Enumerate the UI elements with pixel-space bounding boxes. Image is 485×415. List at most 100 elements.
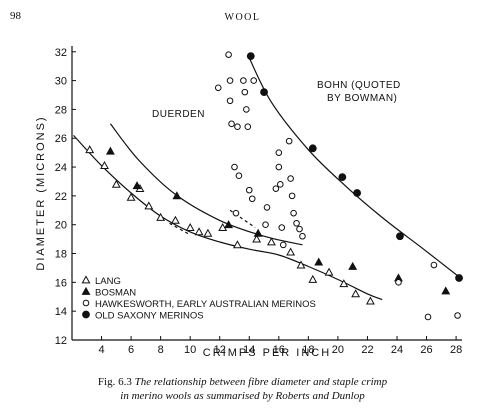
point-series-2 — [454, 312, 461, 319]
curve-label-duerden: DUERDEN — [152, 109, 205, 120]
point-series-2 — [262, 221, 269, 229]
point-series-1 — [105, 146, 115, 155]
point-series-0 — [126, 192, 136, 201]
point-series-1 — [441, 286, 451, 295]
chart: 4 6 8 10 12 14 16 18 20 22 24 26 28 12 14 16 18 20 22 24 26 2… — [35, 46, 463, 359]
caption-line-2: in merino wools as summarised by Roberts… — [120, 390, 365, 402]
y-tick-label: 14 — [55, 306, 67, 318]
point-series-2 — [275, 149, 283, 156]
curve-label-bohn-line2: BY BOWMAN) — [327, 93, 397, 104]
point-series-1 — [224, 220, 234, 229]
x-tick-label: 14 — [243, 344, 255, 356]
curve-0 — [109, 123, 303, 246]
y-axis-title: DIAMETER (MICRONS) — [35, 115, 47, 270]
x-tick-label: 24 — [391, 344, 403, 356]
point-series-2 — [232, 209, 240, 217]
x-tick-label: 16 — [273, 344, 285, 356]
figure-caption: Fig. 6.3 The relationship between fibre … — [0, 375, 485, 403]
point-series-3 — [338, 173, 347, 182]
y-tick-label: 16 — [55, 277, 67, 289]
x-axis-title: CRIMPS PER INCH — [203, 347, 331, 359]
data-points — [85, 51, 463, 321]
point-series-3 — [353, 189, 362, 197]
point-series-0 — [218, 222, 228, 231]
axes — [71, 46, 462, 341]
point-series-2 — [241, 88, 249, 96]
point-series-2 — [245, 186, 253, 194]
x-tick-label: 20 — [332, 344, 344, 356]
point-series-2 — [290, 209, 297, 217]
legend-marker — [81, 286, 91, 295]
x-tick-label: 18 — [302, 344, 314, 356]
point-series-2 — [424, 313, 432, 321]
point-series-0 — [156, 212, 166, 221]
point-series-2 — [296, 225, 303, 233]
x-tick-label: 22 — [361, 344, 373, 356]
y-tick-label: 22 — [55, 191, 67, 203]
point-series-2 — [244, 123, 252, 131]
point-series-2 — [430, 261, 438, 269]
x-tick-label: 28 — [450, 344, 462, 356]
point-series-2 — [263, 204, 271, 211]
point-series-3 — [396, 232, 404, 241]
point-series-2 — [234, 123, 241, 131]
y-tick-label: 24 — [55, 162, 67, 174]
point-series-2 — [214, 84, 222, 92]
x-tick-label: 6 — [128, 344, 134, 356]
legend-marker — [82, 310, 90, 319]
y-tick-label: 30 — [55, 76, 67, 88]
x-tick-label: 8 — [158, 344, 164, 356]
curve-1 — [247, 54, 461, 279]
point-series-2 — [240, 77, 247, 84]
point-series-2 — [395, 279, 402, 286]
point-series-2 — [288, 192, 296, 200]
y-tick-label: 26 — [55, 133, 67, 145]
curve-4 — [229, 209, 256, 229]
point-series-0 — [203, 228, 213, 237]
point-series-0 — [351, 289, 361, 298]
point-series-3 — [308, 144, 317, 153]
point-series-0 — [339, 279, 349, 288]
x-tick-label: 26 — [420, 344, 432, 356]
axis-labels: 4 6 8 10 12 14 16 18 20 22 24 26 28 12 14 16 18 20 22 24 26 2… — [55, 47, 462, 356]
legend-label: OLD SAXONY MERINOS — [95, 311, 204, 322]
point-series-2 — [226, 77, 234, 84]
y-tick-label: 12 — [55, 335, 67, 347]
point-series-2 — [287, 175, 294, 182]
point-series-0 — [111, 179, 121, 188]
point-series-2 — [272, 185, 280, 192]
point-series-3 — [455, 274, 463, 282]
figure-number: Fig. 6.3 — [97, 376, 132, 388]
point-series-2 — [275, 163, 283, 171]
point-series-0 — [233, 240, 242, 249]
point-series-0 — [185, 222, 195, 231]
legend-marker — [81, 275, 91, 284]
y-tick-label: 28 — [55, 104, 67, 116]
curve-2 — [73, 134, 383, 301]
point-series-0 — [296, 260, 306, 269]
point-series-3 — [260, 88, 268, 97]
point-series-1 — [253, 228, 263, 237]
point-series-0 — [308, 274, 318, 283]
point-series-0 — [286, 247, 296, 256]
point-series-2 — [279, 241, 287, 249]
x-tick-label: 12 — [214, 344, 226, 356]
point-series-0 — [365, 296, 375, 305]
caption-text-1: The relationship between fibre diameter … — [134, 376, 388, 388]
point-series-2 — [278, 224, 286, 231]
legend-label: HAWKESWORTH, EARLY AUSTRALIAN MERINOS — [95, 299, 316, 310]
y-tick-label: 32 — [55, 47, 67, 59]
page-number: 98 — [10, 10, 21, 22]
point-series-1 — [348, 261, 358, 270]
legend-marker — [82, 299, 90, 307]
point-series-2 — [225, 51, 232, 58]
point-series-1 — [172, 191, 182, 200]
point-series-0 — [252, 234, 262, 243]
point-series-2 — [276, 181, 284, 188]
point-series-0 — [324, 267, 334, 276]
point-series-2 — [243, 106, 250, 113]
point-series-2 — [248, 195, 256, 203]
point-series-1 — [132, 181, 142, 190]
y-tick-label: 20 — [55, 220, 67, 232]
point-series-0 — [100, 160, 109, 169]
